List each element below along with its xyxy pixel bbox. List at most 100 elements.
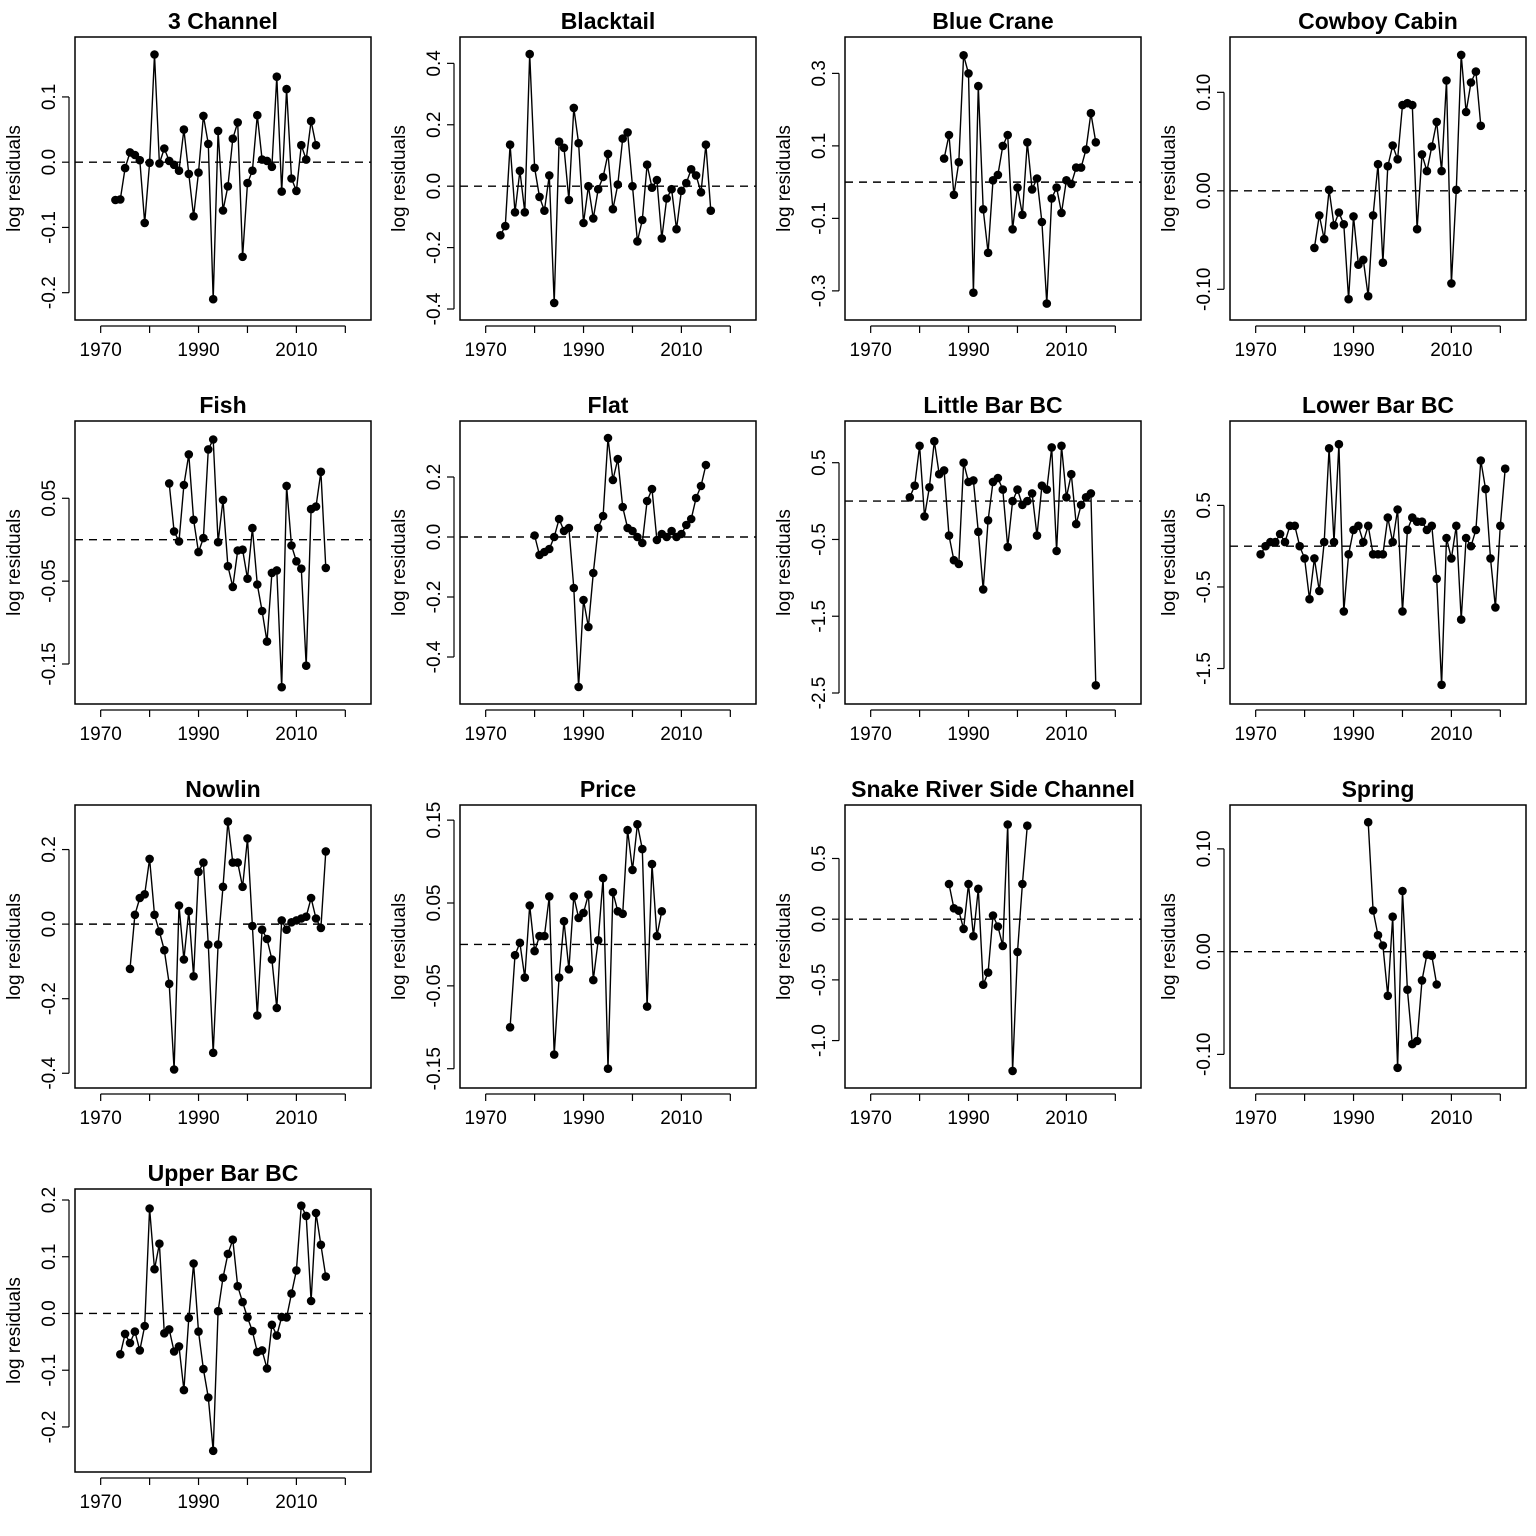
- data-point: [1486, 554, 1495, 563]
- series-line: [1313, 54, 1482, 300]
- x-tick-label: 1990: [947, 1108, 989, 1129]
- data-point: [218, 206, 228, 215]
- data-point: [696, 481, 706, 491]
- y-axis-label: log residuals: [774, 509, 795, 616]
- data-point: [1432, 574, 1441, 584]
- data-point: [155, 1239, 164, 1248]
- data-point: [116, 195, 125, 204]
- data-point: [1042, 485, 1052, 494]
- data-point: [208, 294, 218, 304]
- plot-frame: [844, 804, 1142, 1089]
- data-point: [1047, 194, 1056, 203]
- data-point: [292, 186, 301, 196]
- data-point: [628, 865, 637, 875]
- data-point: [1305, 594, 1314, 604]
- data-point: [954, 906, 964, 915]
- x-tick-label: 1990: [1332, 724, 1374, 745]
- data-point: [954, 157, 964, 167]
- data-point: [1378, 941, 1388, 950]
- data-point: [603, 1064, 613, 1073]
- data-point: [169, 527, 179, 536]
- data-point: [593, 936, 603, 945]
- data-point: [564, 965, 574, 974]
- panel-title: Snake River Side Channel: [851, 776, 1135, 802]
- y-tick-label: -0.1: [39, 211, 60, 244]
- data-point: [642, 496, 652, 506]
- data-point: [667, 184, 676, 194]
- data-point: [189, 972, 198, 981]
- data-point: [584, 622, 593, 632]
- data-point: [213, 126, 223, 136]
- data-point: [262, 1364, 272, 1373]
- data-point: [1003, 542, 1012, 552]
- data-point: [199, 533, 208, 543]
- y-tick-label: -0.10: [1194, 1033, 1215, 1076]
- data-point: [174, 901, 184, 910]
- y-tick-label: 0.0: [809, 906, 830, 932]
- data-point: [282, 481, 291, 491]
- data-point: [1013, 947, 1022, 957]
- data-point: [1091, 138, 1101, 147]
- data-point: [301, 661, 311, 670]
- data-point: [1018, 210, 1027, 220]
- plot-frame: [74, 420, 372, 705]
- data-point: [593, 184, 603, 194]
- data-point: [1437, 166, 1446, 176]
- data-point: [252, 1011, 262, 1020]
- data-point: [1300, 554, 1309, 563]
- data-point: [301, 912, 311, 921]
- data-point: [613, 180, 623, 189]
- y-axis-label: log residuals: [389, 125, 410, 232]
- data-point: [1471, 525, 1481, 535]
- plot-frame: [844, 36, 1142, 321]
- data-point: [1067, 469, 1076, 479]
- data-point: [145, 1204, 154, 1213]
- plot-frame: [459, 420, 757, 705]
- data-point: [1086, 108, 1096, 118]
- data-point: [1256, 550, 1265, 559]
- data-point: [1417, 976, 1427, 985]
- data-point: [696, 188, 706, 197]
- x-tick-label: 1990: [947, 340, 989, 361]
- x-tick-label: 2010: [660, 724, 702, 745]
- data-point: [1496, 521, 1505, 531]
- data-point: [1452, 521, 1461, 531]
- y-tick-label: -0.05: [39, 559, 60, 602]
- data-point: [1471, 67, 1481, 76]
- data-point: [988, 911, 998, 920]
- data-point: [579, 908, 588, 918]
- x-tick-label: 1970: [850, 340, 892, 361]
- panel-title: Nowlin: [185, 776, 260, 802]
- data-point: [998, 941, 1008, 951]
- panel-title: Lower Bar BC: [1302, 392, 1454, 418]
- data-point: [194, 168, 203, 177]
- data-point: [189, 1259, 198, 1268]
- y-tick-label: 0.5: [809, 449, 830, 475]
- data-point: [1003, 820, 1012, 829]
- data-point: [652, 535, 662, 545]
- data-point: [998, 141, 1008, 151]
- data-point: [1388, 537, 1397, 547]
- data-point: [1013, 485, 1022, 494]
- data-point: [179, 480, 189, 490]
- panel-3-channel: 3 Channel log residuals 1970 1990 2010 -0.2 -0…: [4, 8, 372, 361]
- data-point: [155, 159, 164, 168]
- data-point: [691, 493, 701, 503]
- data-point: [1086, 489, 1096, 498]
- x-tick-label: 2010: [275, 724, 317, 745]
- x-tick-label: 2010: [275, 1108, 317, 1129]
- data-point: [282, 925, 291, 934]
- x-tick-label: 2010: [660, 1108, 702, 1129]
- y-tick-label: -0.2: [39, 276, 60, 309]
- data-point: [974, 81, 983, 91]
- x-tick-label: 2010: [1045, 1108, 1087, 1129]
- data-point: [925, 483, 934, 492]
- data-point: [257, 1346, 267, 1355]
- data-point: [978, 585, 988, 594]
- data-point: [282, 84, 291, 94]
- data-point: [1427, 142, 1437, 151]
- data-point: [1339, 220, 1349, 229]
- data-point: [179, 125, 189, 134]
- data-point: [910, 481, 919, 491]
- data-point: [1476, 121, 1486, 131]
